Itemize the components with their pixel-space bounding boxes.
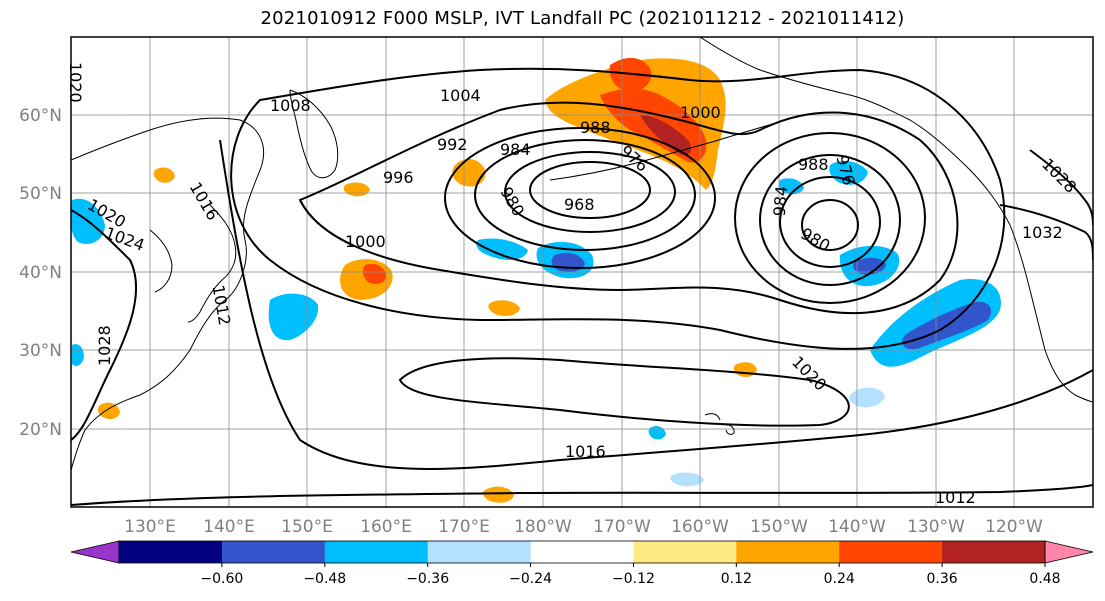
contour-label: 1032: [1022, 223, 1063, 242]
lon-tick-label: 170°W: [593, 517, 651, 537]
colorbar-outline: [118, 540, 1046, 564]
contour-1020-inner: [398, 357, 850, 427]
negative-anomaly-mid-north: [829, 160, 868, 185]
contour-1008: [230, 67, 1006, 350]
contour-1024: [71, 209, 138, 441]
negative-anomaly-gulf-core: [853, 257, 886, 275]
lat-tick-label: 20°N: [19, 420, 62, 440]
positive-anomaly-small-1: [488, 300, 520, 316]
lat-tick-label: 50°N: [19, 184, 62, 204]
positive-anomaly-upper: [609, 57, 652, 92]
lon-tick-label: 160°E: [360, 517, 412, 537]
lon-tick-label: 140°E: [203, 517, 255, 537]
lat-tick-label: 30°N: [19, 341, 62, 361]
colorbar-tick-label: 0.24: [824, 571, 855, 587]
colorbar-tick-label: −0.24: [509, 571, 552, 587]
colorbar-tick-label: −0.36: [406, 571, 449, 587]
coastline-alaska: [699, 37, 1093, 403]
contour-low-west-976: [504, 151, 676, 233]
lon-tick-label: 170°E: [438, 517, 490, 537]
mslp-contours: [71, 67, 1093, 506]
lon-tick-label: 160°W: [671, 517, 729, 537]
contour-label: 1028: [95, 325, 114, 366]
colorbar-swatch: [324, 541, 429, 563]
contour-label: 992: [437, 135, 468, 154]
contour-low-west-968: [529, 161, 651, 219]
positive-anomaly-kuril-core: [363, 264, 386, 284]
map-panel: 1020 1008 1004 992 996 984 988 976 980 9…: [66, 36, 1094, 508]
contour-label: 1012: [935, 488, 976, 507]
colorbar-swatch: [119, 541, 223, 563]
colorbar-tick-label: −0.60: [200, 571, 243, 587]
colorbar-swatch: [839, 541, 943, 563]
contour-label: 1020: [66, 62, 85, 103]
colorbar-extend-high: [1044, 540, 1094, 564]
coastline-japan: [187, 204, 237, 323]
positive-anomaly-bering-peak: [640, 115, 692, 156]
colorbar-swatch: [942, 541, 1046, 563]
colorbar-swatch: [530, 541, 634, 563]
negative-anomaly-japan-east: [268, 293, 319, 341]
contour-label: 984: [770, 185, 792, 217]
contour-1016: [219, 139, 1093, 470]
colorbar-extend-low: [70, 540, 120, 564]
colorbar-swatch: [736, 541, 840, 563]
coastline-asia: [71, 117, 265, 471]
negative-anomaly-west-central: [476, 238, 528, 260]
colorbar-tick-label: 0.48: [1029, 571, 1060, 587]
colorbar-tick-label: −0.48: [303, 571, 346, 587]
lon-tick-label: 130°E: [124, 517, 176, 537]
contour-label: 1008: [270, 96, 311, 115]
negative-anomaly-mid-north-2: [778, 178, 804, 195]
lon-tick-label: 150°W: [750, 517, 808, 537]
lat-tick-label: 60°N: [19, 106, 62, 126]
contour-label: 1000: [680, 103, 721, 122]
contour-label: 1004: [440, 86, 481, 105]
latitude-axis: 60°N 50°N 40°N 30°N 20°N: [19, 106, 62, 440]
contour-label: 996: [383, 168, 414, 187]
contour-label: 984: [500, 140, 531, 159]
coastline-korea: [149, 229, 173, 293]
longitude-axis: 130°E 140°E 150°E 160°E 170°E 180°W 170°…: [124, 517, 1043, 537]
contour-low-east-984: [759, 154, 901, 286]
lon-tick-label: 120°W: [985, 517, 1043, 537]
positive-anomaly-small-2: [483, 486, 514, 503]
lon-tick-label: 180°W: [514, 517, 572, 537]
colorbar-swatch: [633, 541, 737, 563]
contour-label: 1000: [345, 232, 386, 251]
contour-low-east-976: [779, 176, 881, 268]
contour-label: 968: [564, 195, 595, 214]
contour-1000: [298, 101, 959, 315]
positive-anomaly-small-5: [153, 167, 175, 183]
lon-tick-label: 130°W: [907, 517, 965, 537]
contour-low-west-984: [474, 139, 696, 251]
contour-low-east-968: [801, 199, 859, 251]
negative-anomaly-small-2: [670, 472, 704, 487]
contour-label: 988: [798, 155, 829, 174]
coastline-kamchatka: [289, 89, 339, 179]
contour-label: 1016: [565, 442, 606, 461]
coastline-aleutians: [549, 121, 781, 181]
colorbar: −0.60 −0.48 −0.36 −0.24 −0.12 0.12 0.24 0.36 0.4…: [70, 540, 1094, 587]
lon-tick-label: 150°E: [281, 517, 333, 537]
lon-tick-label: 140°W: [828, 517, 886, 537]
colorbar-tick-label: −0.12: [612, 571, 655, 587]
contour-low-east-992: [734, 132, 926, 304]
positive-anomaly-small-4: [97, 402, 120, 420]
coastlines: [71, 37, 1093, 471]
colorbar-swatch: [427, 541, 532, 563]
map-title: 2021010912 F000 MSLP, IVT Landfall PC (2…: [260, 8, 905, 29]
map-frame: [70, 36, 1094, 508]
contour-low-west-992: [444, 127, 716, 269]
negative-anomaly-east-pacific-light: [849, 387, 885, 408]
graticule: [71, 37, 1093, 507]
lat-tick-label: 40°N: [19, 263, 62, 283]
colorbar-tick-label: 0.36: [927, 571, 958, 587]
colorbar-swatch: [221, 541, 326, 563]
contour-label: 988: [580, 118, 611, 137]
colorbar-tick-label: 0.12: [721, 571, 752, 587]
contour-1012: [71, 484, 1093, 506]
